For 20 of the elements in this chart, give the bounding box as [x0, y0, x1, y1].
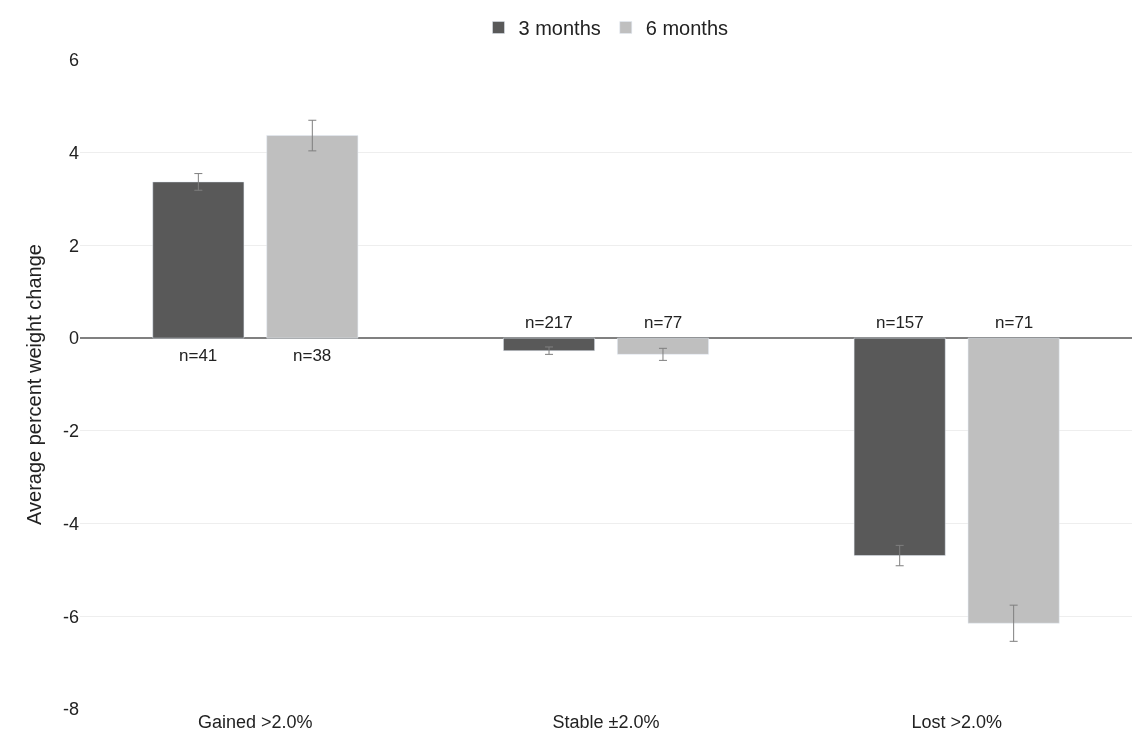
y-tick-label: 4	[68, 143, 79, 164]
x-tick-label: Gained >2.0%	[198, 712, 313, 732]
annotation: n=71	[995, 313, 1034, 332]
annotation: n=41	[179, 346, 218, 365]
y-axis-title: Average percent weight change	[23, 244, 46, 525]
legend-label: 6 months	[645, 17, 729, 40]
y-tick-label: -8	[62, 699, 79, 720]
annotation: n=77	[644, 313, 683, 332]
annotation: n=157	[876, 313, 924, 332]
x-tick-label: Lost >2.0%	[911, 712, 1002, 732]
y-tick-label: 2	[68, 235, 79, 256]
y-tick-label: -6	[62, 606, 79, 627]
annotation: n=38	[293, 346, 332, 365]
y-tick-label: -4	[62, 513, 79, 534]
y-tick-label: -2	[62, 421, 79, 442]
annotation: n=217	[525, 313, 573, 332]
legend-label: 3 months	[518, 17, 601, 40]
y-tick-label: 6	[68, 50, 79, 71]
x-tick-label: Stable ±2.0%	[552, 712, 660, 732]
y-tick-label: 0	[68, 328, 79, 349]
